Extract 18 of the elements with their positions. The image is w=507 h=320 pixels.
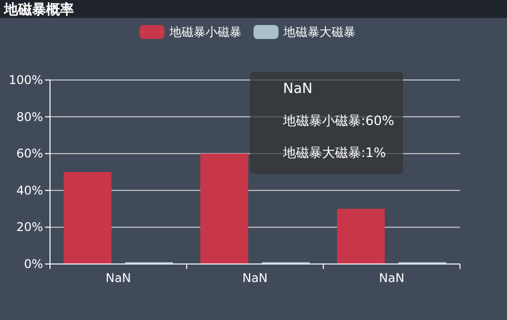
x-tick-label: NaN [242,271,268,285]
y-tick-label: 20% [16,220,43,234]
legend-label: 地磁暴大磁暴 [282,25,356,39]
y-tick-label: 100% [8,73,43,87]
bar [64,172,112,264]
y-tick-label: 80% [16,110,43,124]
x-tick-label: NaN [379,271,404,285]
annotation: 地磁暴大磁暴:1% [282,146,386,161]
bar [200,154,248,264]
chart-title: 地磁暴概率 [3,1,74,18]
y-tick-label: 40% [16,183,43,198]
bar [337,208,385,264]
y-tick-label: 0% [24,257,43,271]
y-tick-label: 60% [16,146,43,161]
legend-label: 地磁暴小磁暴 [168,25,242,39]
annotation: 地磁暴小磁暴:60% [282,114,394,129]
annotation: NaN [283,81,313,97]
x-tick-label: NaN [106,271,131,285]
